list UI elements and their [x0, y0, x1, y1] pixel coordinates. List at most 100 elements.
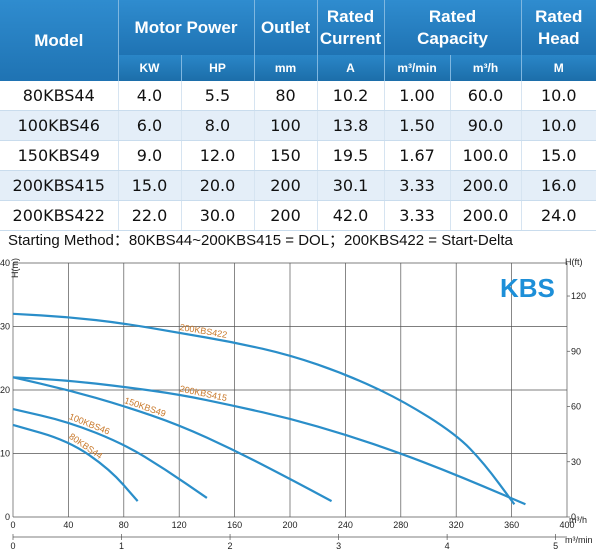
- y-axis-label: H(m): [10, 258, 20, 278]
- cell-current: 19.5: [316, 140, 385, 171]
- cell-model: 150KBS49: [0, 140, 118, 171]
- cell-outlet: 200: [253, 200, 318, 231]
- table-row: 80KBS44 4.0 5.5 80 10.2 1.00 60.0 10.0: [0, 81, 596, 111]
- cell-model: 200KBS422: [0, 200, 118, 231]
- chart-axes: 0 40 80 120 160 200 240 280 320 360 40001020304003…: [0, 257, 593, 551]
- curve-200kbs422: [12, 312, 516, 505]
- cell-capacity-h: 100.0: [449, 140, 522, 171]
- header-motor-power: Motor Power: [117, 0, 255, 55]
- curve-100kbs46: [12, 407, 208, 499]
- pump-curve-chart: 0 40 80 120 160 200 240 280 320 360 40001020304003…: [0, 257, 593, 551]
- cell-hp: 30.0: [180, 200, 255, 231]
- cell-capacity-h: 200.0: [449, 170, 522, 201]
- y-tick-label: 0: [5, 512, 10, 522]
- header-model: Model: [0, 0, 118, 81]
- chart-curves: 200KBS422200KBS415150KBS49100KBS4680KBS4…: [12, 312, 526, 506]
- x2-axis-label: m³/min: [565, 535, 593, 545]
- cell-capacity-h: 60.0: [449, 81, 522, 111]
- cell-hp: 12.0: [180, 140, 255, 171]
- cell-outlet: 100: [253, 110, 318, 141]
- x-tick-label: 120: [172, 520, 187, 530]
- cell-model: 200KBS415: [0, 170, 118, 201]
- cell-kw: 9.0: [117, 140, 181, 171]
- x2-tick-label: 5: [553, 541, 558, 551]
- y2-axis-label: H(ft): [565, 257, 583, 267]
- x-tick-label: 280: [393, 520, 408, 530]
- cell-current: 30.1: [316, 170, 385, 201]
- spec-table: Model Motor Power Outlet Rated Current Ra…: [0, 0, 596, 231]
- cell-capacity-min: 1.50: [383, 110, 451, 141]
- header-rated-current-line2: Current: [319, 28, 382, 48]
- cell-head: 16.0: [520, 170, 596, 201]
- header-rated-capacity-line2: Capacity: [417, 28, 488, 48]
- starting-method-note: Starting Method：80KBS44~200KBS415 = DOL；…: [8, 232, 513, 249]
- y2-tick-label: 90: [571, 346, 581, 356]
- header-outlet: Outlet: [253, 0, 318, 55]
- header-rated-head-line2: Head: [537, 28, 580, 48]
- cell-kw: 4.0: [117, 81, 181, 111]
- cell-outlet: 150: [253, 140, 318, 171]
- cell-current: 10.2: [316, 81, 385, 111]
- unit-mm: mm: [253, 55, 318, 81]
- x-axis-label: m³/h: [569, 515, 587, 525]
- x2-tick-label: 2: [228, 541, 233, 551]
- x-tick-label: 200: [282, 520, 297, 530]
- unit-hp: HP: [180, 55, 255, 81]
- kbs-logo: KBS: [500, 273, 555, 303]
- cell-head: 10.0: [520, 110, 596, 141]
- header-rated-capacity-line1: Rated: [428, 6, 477, 26]
- unit-kw: KW: [117, 55, 181, 81]
- cell-hp: 20.0: [180, 170, 255, 201]
- cell-head: 10.0: [520, 81, 596, 111]
- x2-tick-label: 3: [336, 541, 341, 551]
- header-rated-head-line1: Rated: [535, 6, 583, 26]
- x-tick-label: 40: [63, 520, 73, 530]
- cell-kw: 22.0: [117, 200, 181, 231]
- y-tick-label: 20: [0, 385, 10, 395]
- cell-capacity-min: 3.33: [383, 170, 451, 201]
- x2-tick-label: 0: [10, 541, 15, 551]
- table-row: 150KBS49 9.0 12.0 150 19.5 1.67 100.0 15…: [0, 140, 596, 171]
- cell-capacity-min: 1.00: [383, 81, 451, 111]
- y2-tick-label: 120: [571, 291, 586, 301]
- header-rated-current-line1: Rated: [326, 6, 375, 26]
- cell-outlet: 80: [253, 81, 318, 111]
- cell-outlet: 200: [253, 170, 318, 201]
- x2-tick-label: 1: [119, 541, 124, 551]
- y-tick-label: 30: [0, 322, 10, 332]
- curve-150kbs49: [12, 376, 333, 503]
- cell-current: 13.8: [316, 110, 385, 141]
- cell-capacity-min: 3.33: [383, 200, 451, 231]
- x-tick-label: 320: [449, 520, 464, 530]
- curve-80kbs44: [12, 423, 139, 502]
- cell-model: 100KBS46: [0, 110, 118, 141]
- unit-m3-min: m³/min: [383, 55, 451, 81]
- cell-hp: 8.0: [180, 110, 255, 141]
- unit-m: M: [520, 55, 596, 81]
- x-tick-label: 240: [338, 520, 353, 530]
- header-rated-head: Rated Head: [520, 0, 596, 55]
- x-tick-label: 360: [504, 520, 519, 530]
- cell-model: 80KBS44: [0, 81, 118, 111]
- table-row: 200KBS422 22.0 30.0 200 42.0 3.33 200.0 …: [0, 200, 596, 231]
- cell-head: 15.0: [520, 140, 596, 171]
- cell-capacity-min: 1.67: [383, 140, 451, 171]
- cell-capacity-h: 90.0: [449, 110, 522, 141]
- x-tick-label: 80: [119, 520, 129, 530]
- table-row: 100KBS46 6.0 8.0 100 13.8 1.50 90.0 10.0: [0, 110, 596, 141]
- x-tick-label: 160: [227, 520, 242, 530]
- curve-200kbs415: [12, 376, 526, 506]
- cell-kw: 6.0: [117, 110, 181, 141]
- x-tick-label: 0: [10, 520, 15, 530]
- cell-head: 24.0: [520, 200, 596, 231]
- header-rated-capacity: Rated Capacity: [383, 0, 522, 55]
- cell-kw: 15.0: [117, 170, 181, 201]
- cell-capacity-h: 200.0: [449, 200, 522, 231]
- x-tick-label: 400: [559, 520, 574, 530]
- unit-m3-h: m³/h: [449, 55, 522, 81]
- table-row: 200KBS415 15.0 20.0 200 30.1 3.33 200.0 …: [0, 170, 596, 201]
- header-rated-current: Rated Current: [316, 0, 385, 55]
- y-tick-label: 40: [0, 258, 10, 268]
- unit-a: A: [316, 55, 385, 81]
- y2-tick-label: 0: [571, 512, 576, 522]
